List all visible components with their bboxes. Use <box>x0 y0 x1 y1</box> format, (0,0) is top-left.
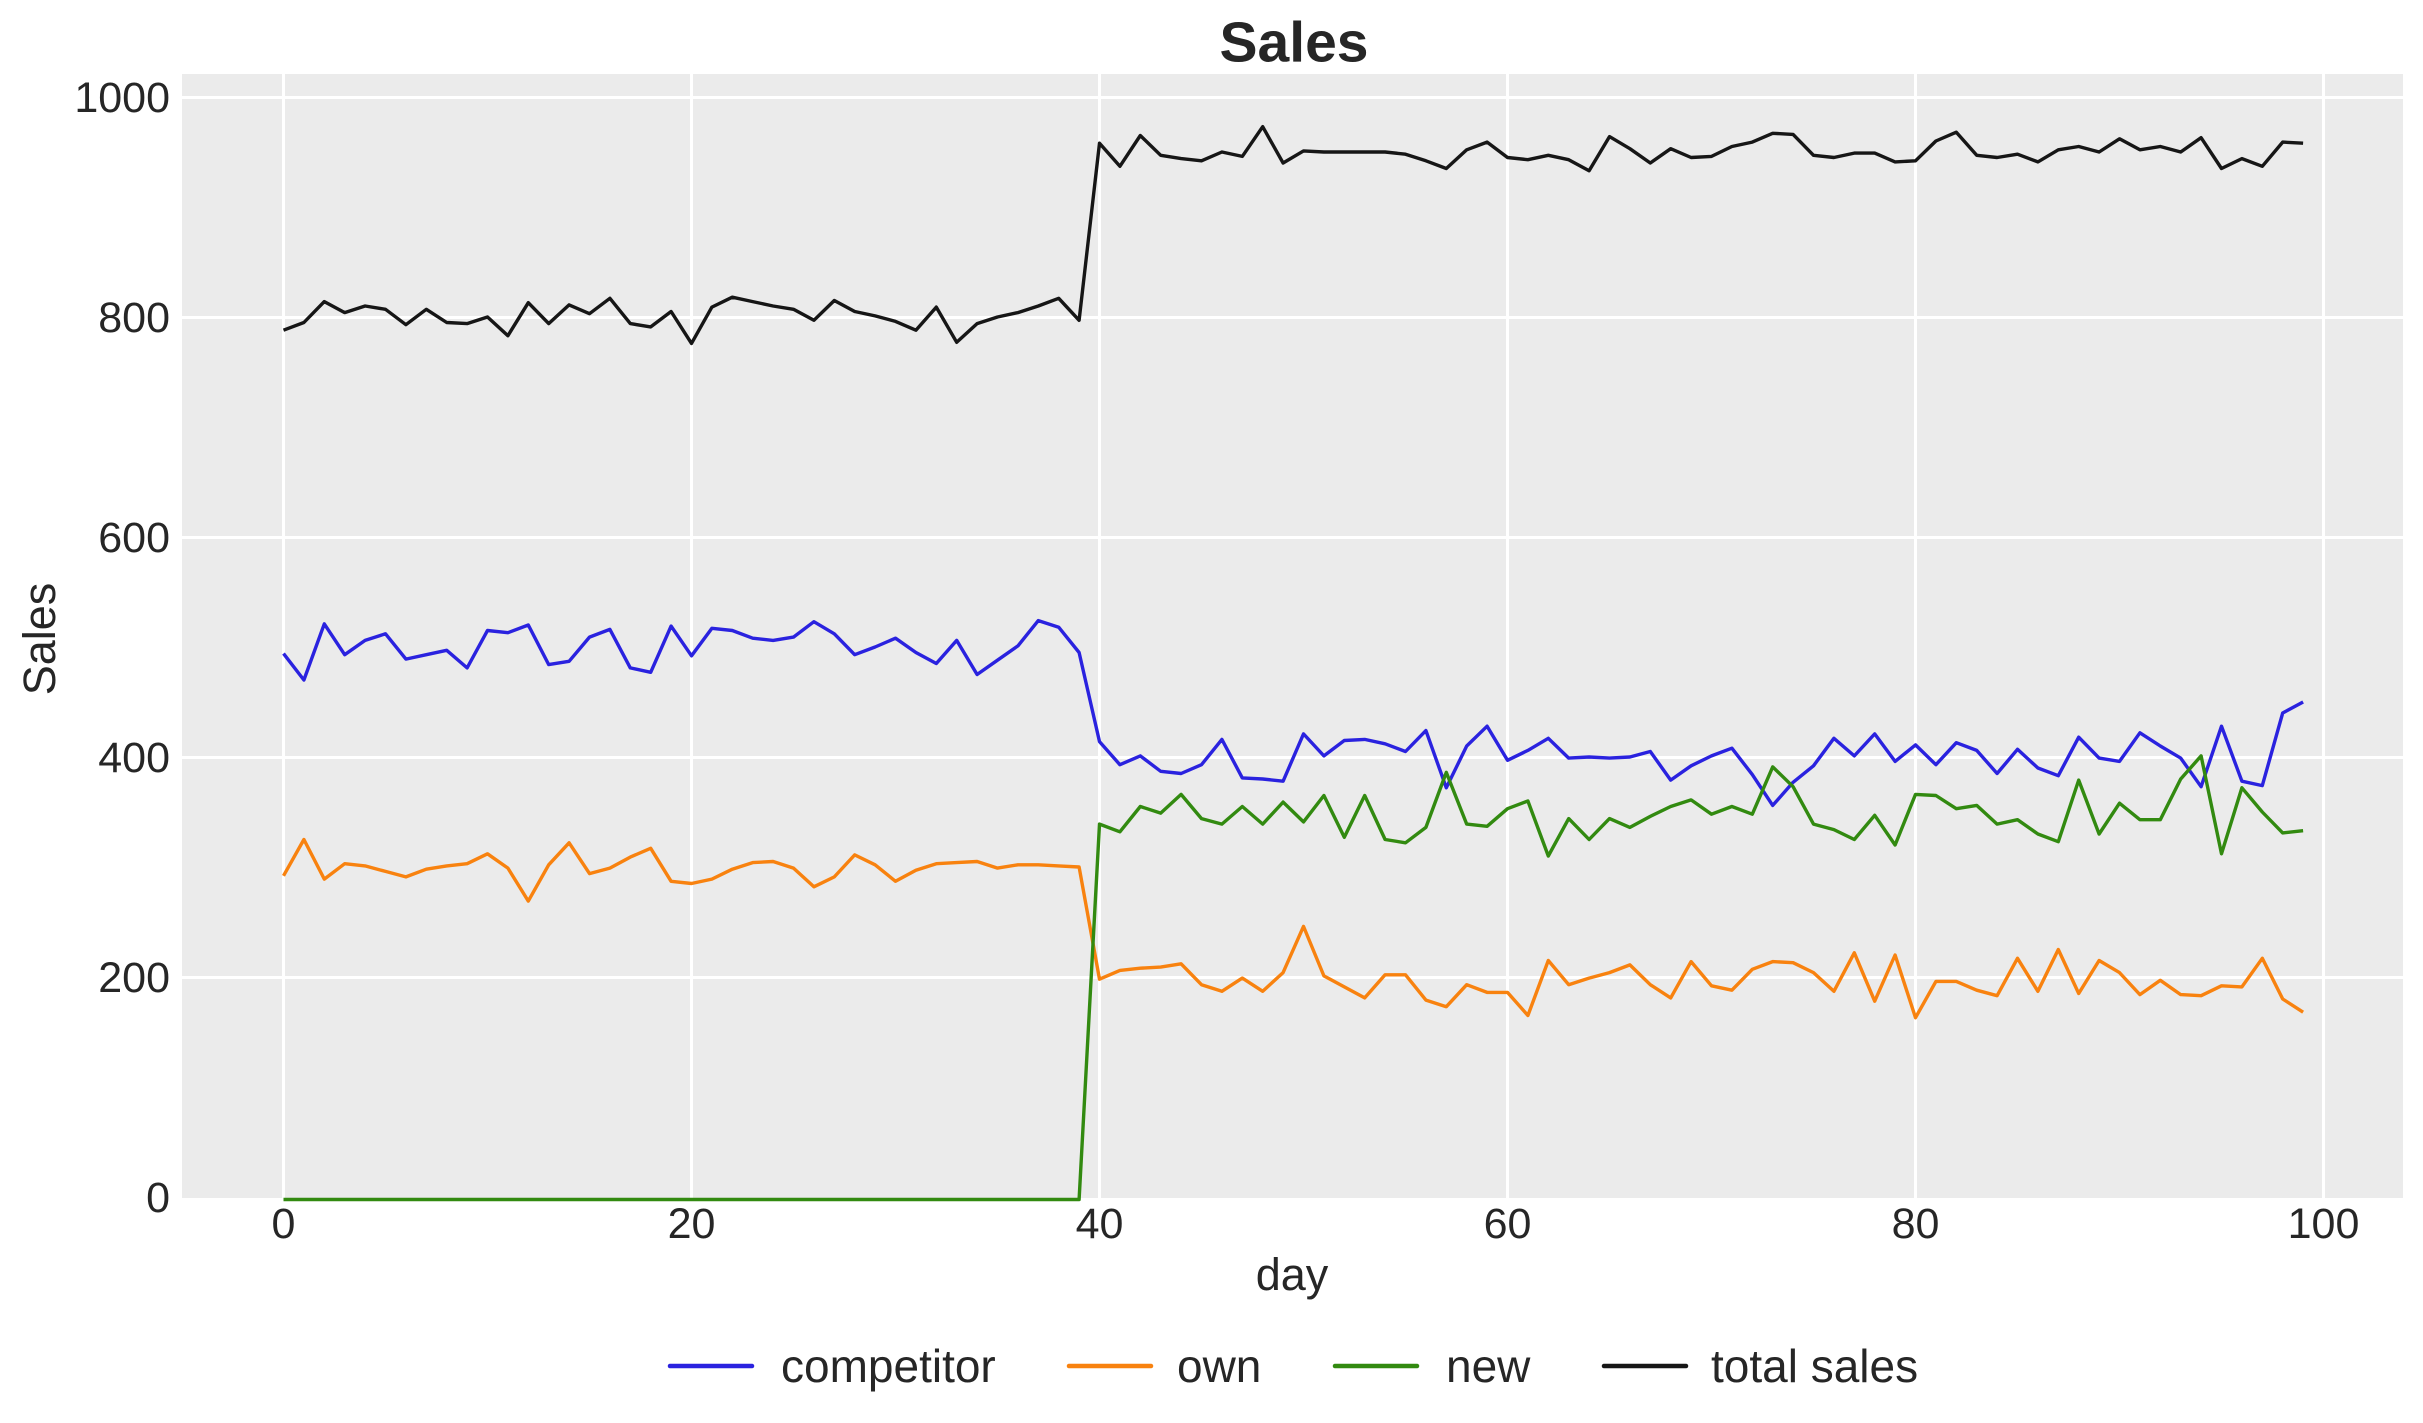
svg-text:1000: 1000 <box>74 74 170 122</box>
svg-text:80: 80 <box>1892 1200 1940 1248</box>
svg-text:day: day <box>1256 1249 1329 1300</box>
svg-text:competitor: competitor <box>781 1340 996 1392</box>
svg-text:own: own <box>1177 1340 1261 1392</box>
svg-text:0: 0 <box>146 1174 170 1222</box>
svg-text:Sales: Sales <box>1220 11 1369 75</box>
svg-text:200: 200 <box>98 954 170 1002</box>
svg-text:400: 400 <box>98 734 170 782</box>
svg-text:new: new <box>1446 1340 1531 1392</box>
svg-text:800: 800 <box>98 294 170 342</box>
svg-text:600: 600 <box>98 514 170 562</box>
svg-text:0: 0 <box>272 1200 296 1248</box>
svg-text:60: 60 <box>1484 1200 1532 1248</box>
svg-text:20: 20 <box>668 1200 716 1248</box>
svg-text:total sales: total sales <box>1711 1340 1918 1392</box>
svg-text:100: 100 <box>2288 1200 2360 1248</box>
svg-text:40: 40 <box>1076 1200 1124 1248</box>
svg-text:Sales: Sales <box>14 583 65 696</box>
